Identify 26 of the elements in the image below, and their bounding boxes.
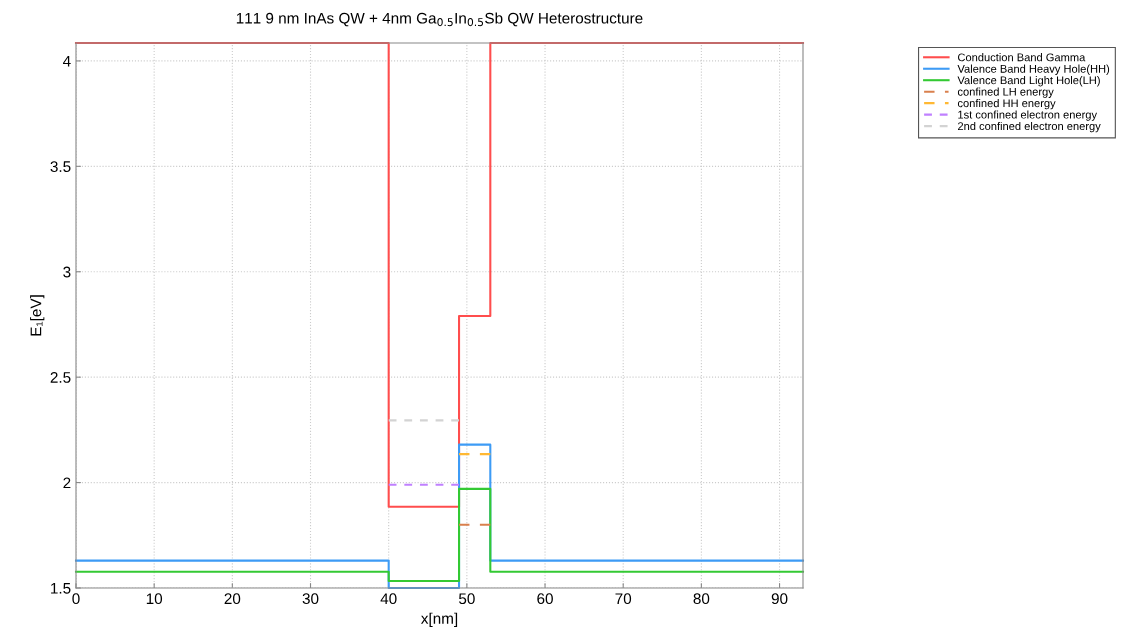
y-tick-label: 2 (63, 477, 71, 489)
legend-label: Valence Band Heavy Hole(HH) (957, 64, 1110, 75)
y-tick-label: 3.5 (50, 161, 71, 173)
x-tick-label: 0 (72, 593, 80, 605)
x-tick-label: 20 (224, 593, 241, 605)
x-tick-label: 70 (615, 593, 632, 605)
x-tick-label: 50 (458, 593, 475, 605)
x-tick-label: 90 (771, 593, 788, 605)
legend-label: 1st confined electron energy (958, 110, 1098, 121)
legend-label: 2nd confined electron energy (958, 121, 1101, 133)
y-tick-label: 3 (63, 266, 71, 278)
legend-label: confined HH energy (957, 98, 1056, 110)
legend-label: Conduction Band Gamma (958, 53, 1086, 62)
x-tick-label: 80 (693, 593, 710, 605)
legend-label: confined LH energy (957, 87, 1054, 98)
y-tick-label: 4 (62, 55, 71, 67)
x-tick-label: 10 (146, 593, 163, 605)
x-tick-label: 60 (537, 593, 553, 605)
x-axis-title: x[nm] (421, 612, 458, 627)
x-tick-label: 40 (380, 593, 397, 605)
y-tick-label: 2.5 (50, 372, 71, 383)
y-axis-title: E₁[eV] (30, 295, 45, 336)
legend-label: Valence Band Light Hole(LH) (957, 76, 1100, 87)
y-tick-label: 1.5 (51, 583, 71, 594)
chart-title: 111 9 nm InAs QW + 4nm Ga$_{0.5}$In$_{0.5}$Sb QW Heterostructure (236, 12, 643, 27)
x-tick-label: 30 (302, 593, 319, 605)
